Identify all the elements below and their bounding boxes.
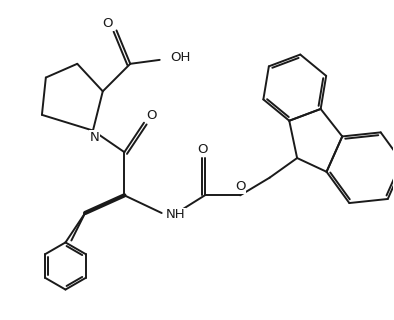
Text: NH: NH: [165, 208, 185, 221]
Text: O: O: [146, 109, 156, 122]
Text: O: O: [235, 180, 246, 193]
Text: N: N: [90, 131, 100, 144]
Text: O: O: [102, 17, 113, 30]
Text: OH: OH: [171, 52, 191, 64]
Text: O: O: [198, 143, 208, 156]
